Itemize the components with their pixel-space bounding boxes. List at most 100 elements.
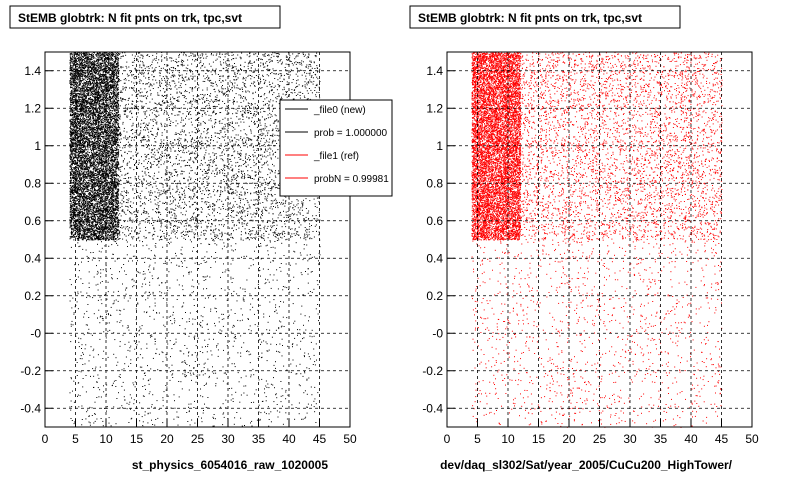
scatter-point bbox=[70, 129, 72, 131]
scatter-point bbox=[77, 155, 79, 157]
scatter-point bbox=[106, 105, 108, 107]
scatter-point bbox=[98, 92, 100, 94]
scatter-point bbox=[92, 126, 94, 128]
scatter-point bbox=[93, 231, 95, 233]
scatter-point bbox=[100, 190, 102, 192]
scatter-point bbox=[90, 107, 92, 109]
scatter-point bbox=[84, 215, 86, 217]
scatter-point bbox=[90, 58, 92, 60]
scatter-point bbox=[88, 236, 90, 238]
scatter-point bbox=[71, 155, 73, 157]
scatter-point bbox=[110, 131, 112, 133]
scatter-point bbox=[103, 147, 105, 149]
scatter-point bbox=[113, 62, 115, 64]
scatter-point bbox=[100, 103, 102, 105]
scatter-point bbox=[78, 73, 80, 75]
scatter-point bbox=[110, 144, 112, 146]
scatter-point bbox=[77, 172, 79, 174]
scatter-point bbox=[114, 238, 116, 240]
scatter-point bbox=[99, 214, 101, 216]
scatter-point bbox=[91, 64, 93, 66]
scatter-point bbox=[77, 230, 78, 232]
scatter-point bbox=[102, 78, 104, 80]
scatter-point bbox=[96, 59, 98, 61]
scatter-point bbox=[86, 113, 88, 115]
scatter-point bbox=[78, 173, 80, 175]
scatter-point bbox=[88, 59, 90, 60]
scatter-point bbox=[80, 62, 82, 64]
scatter-point bbox=[100, 231, 102, 233]
scatter-point bbox=[71, 148, 73, 150]
scatter-point bbox=[109, 215, 111, 216]
scatter-point bbox=[85, 107, 87, 109]
scatter-point bbox=[102, 233, 104, 235]
scatter-point bbox=[110, 180, 112, 182]
scatter-point bbox=[106, 99, 108, 100]
scatter-point bbox=[86, 85, 88, 87]
scatter-point bbox=[82, 140, 84, 142]
scatter-point bbox=[88, 156, 90, 157]
scatter-point bbox=[111, 59, 113, 61]
scatter-point bbox=[110, 81, 112, 83]
scatter-point bbox=[92, 136, 94, 137]
scatter-point bbox=[117, 76, 119, 77]
scatter-point bbox=[100, 117, 102, 119]
scatter-point bbox=[77, 87, 79, 89]
scatter-point bbox=[117, 209, 119, 211]
scatter-point bbox=[110, 213, 112, 215]
scatter-point bbox=[98, 209, 100, 211]
scatter-point bbox=[69, 66, 71, 68]
scatter-point bbox=[69, 93, 71, 95]
scatter-point bbox=[86, 137, 88, 139]
scatter-point bbox=[96, 136, 98, 138]
scatter-point bbox=[90, 226, 92, 228]
scatter-point bbox=[114, 196, 116, 198]
scatter-point bbox=[90, 111, 92, 112]
scatter-point bbox=[70, 126, 72, 127]
scatter-point bbox=[105, 235, 107, 237]
scatter-point bbox=[88, 196, 89, 198]
scatter-point bbox=[87, 86, 89, 88]
scatter-point bbox=[116, 198, 117, 200]
scatter-point bbox=[96, 133, 98, 135]
scatter-point bbox=[115, 108, 117, 110]
scatter-point bbox=[81, 208, 83, 210]
left-chart-title: StEMB globtrk: N fit pnts on trk, tpc,sv… bbox=[18, 11, 242, 25]
scatter-point bbox=[80, 159, 82, 161]
scatter-point bbox=[102, 204, 103, 206]
scatter-point bbox=[80, 124, 82, 126]
scatter-point bbox=[71, 69, 72, 71]
scatter-point bbox=[104, 109, 106, 111]
scatter-point bbox=[80, 198, 82, 200]
scatter-point bbox=[108, 200, 110, 202]
scatter-point bbox=[113, 89, 115, 91]
scatter-point bbox=[73, 95, 75, 97]
scatter-point bbox=[85, 120, 87, 121]
scatter-point bbox=[72, 99, 74, 101]
scatter-point bbox=[107, 231, 109, 233]
scatter-point bbox=[72, 88, 74, 90]
scatter-point bbox=[101, 214, 103, 216]
scatter-point bbox=[100, 192, 102, 194]
scatter-point bbox=[94, 74, 96, 76]
scatter-point bbox=[91, 222, 93, 224]
scatter-point bbox=[111, 162, 113, 164]
scatter-point bbox=[94, 195, 95, 197]
scatter-point bbox=[112, 68, 114, 70]
scatter-point bbox=[91, 87, 93, 89]
scatter-point bbox=[100, 184, 102, 186]
scatter-point bbox=[77, 219, 79, 221]
scatter-point bbox=[85, 52, 87, 54]
scatter-point bbox=[69, 156, 71, 158]
scatter-point bbox=[105, 219, 107, 221]
scatter-point bbox=[73, 174, 75, 176]
scatter-point bbox=[116, 160, 118, 162]
scatter-point bbox=[77, 124, 79, 126]
scatter-point bbox=[91, 181, 93, 183]
scatter-point bbox=[108, 107, 110, 108]
scatter-point bbox=[113, 86, 115, 88]
scatter-point bbox=[80, 63, 81, 65]
scatter-point bbox=[106, 222, 108, 224]
scatter-point bbox=[99, 229, 101, 231]
scatter-point bbox=[80, 71, 82, 73]
